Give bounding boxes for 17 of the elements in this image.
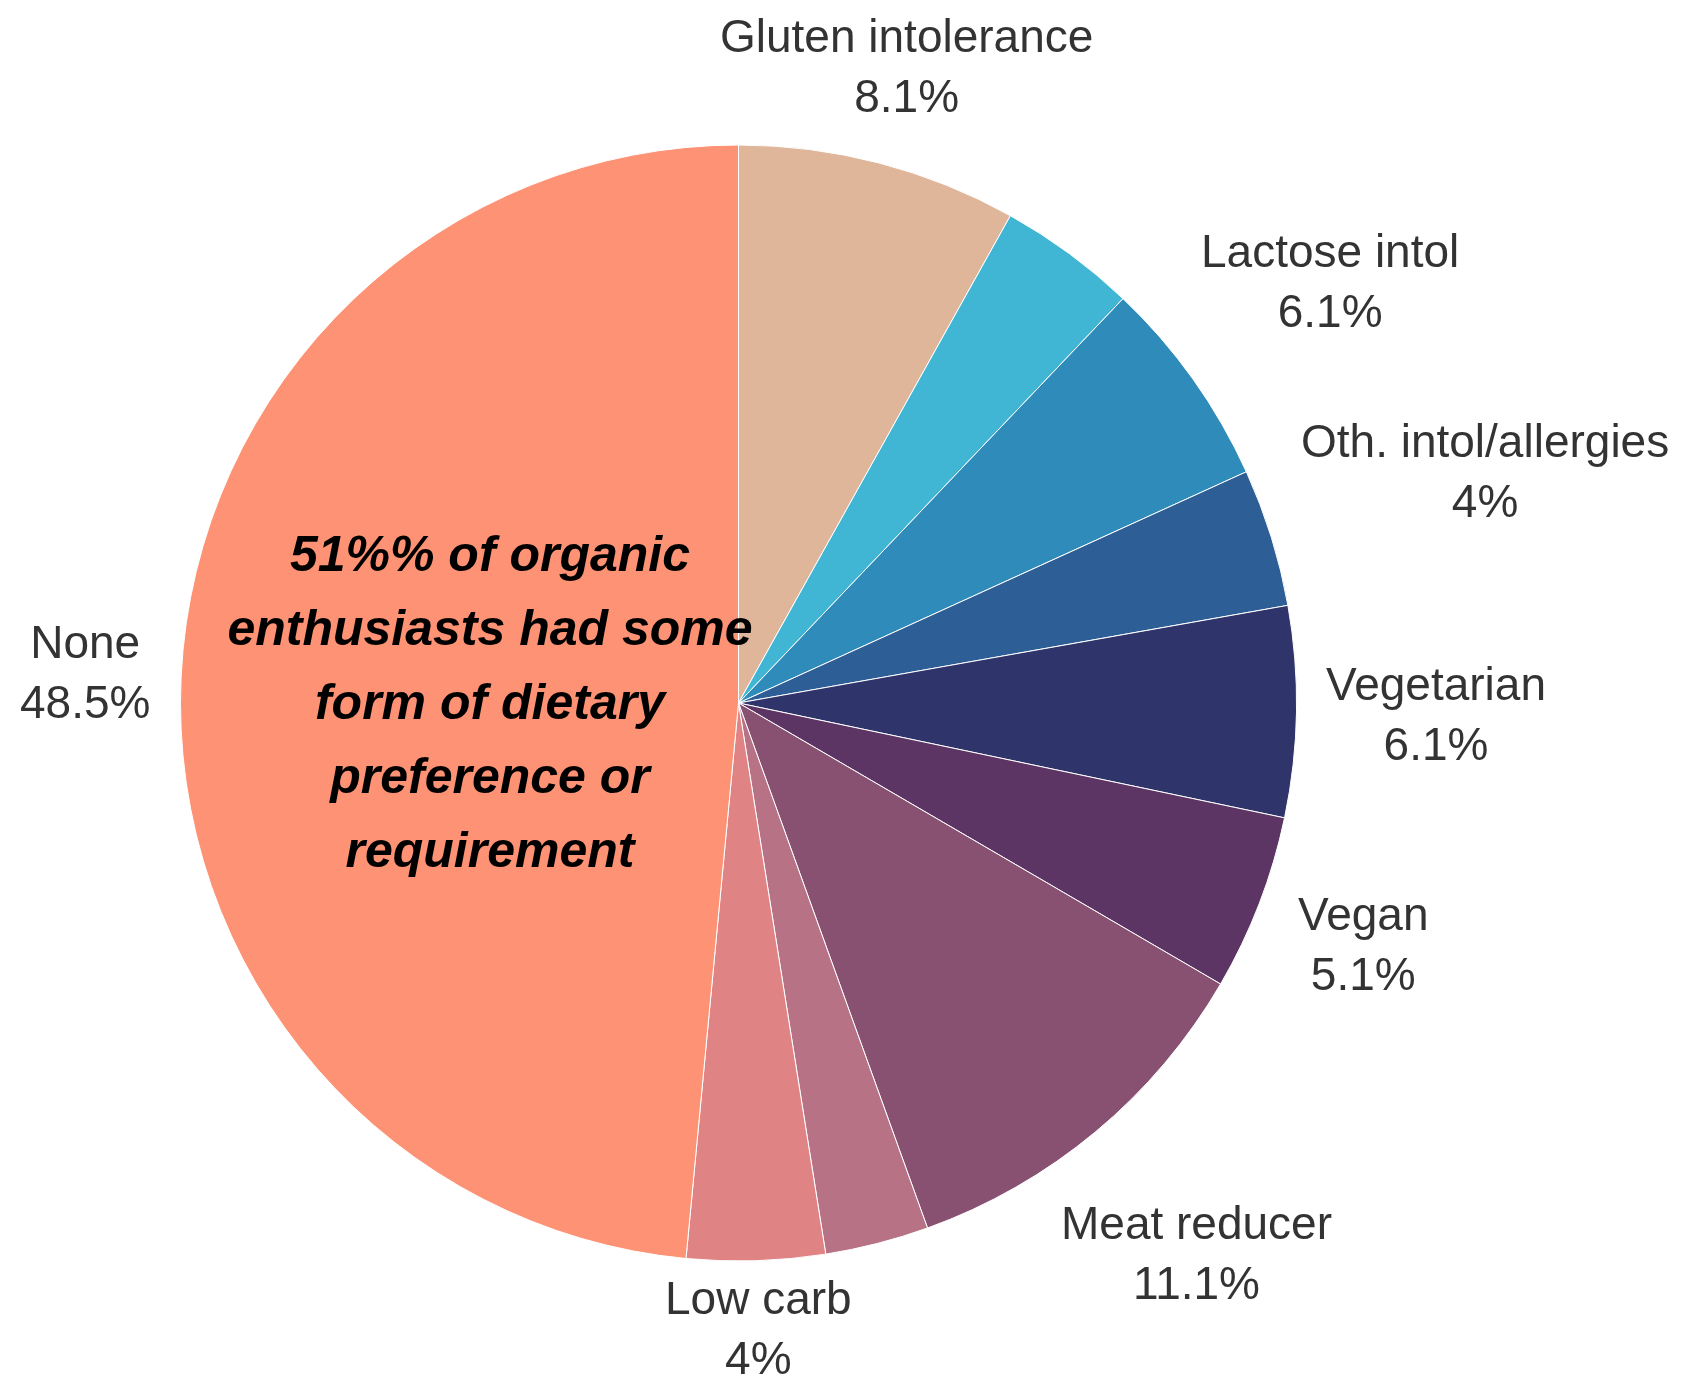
text: 51%% of organic enthusiasts had some form of dietary preference or requirement [226,525,754,880]
slice-label: None [30,616,141,668]
data-label: 4% [725,1331,792,1384]
data-label: 8.1% [854,69,960,122]
data-label: 48.5% [20,675,151,728]
slice-label: Gluten intolerance [720,10,1094,62]
slice-label: Oth. intol/allergies [1301,415,1670,467]
slice-label: Vegetarian [1326,658,1546,710]
data-label: 11.1% [1132,1256,1261,1309]
slice-label: Low carb [665,1272,852,1324]
slice-label: Lactose intol [1201,225,1460,277]
data-label: 4% [1451,474,1519,527]
data-label: 6.1% [1383,717,1489,770]
slice-label: Meat reducer [1061,1197,1333,1249]
slice-label: Vegan [1298,888,1429,940]
data-label: 5.1% [1310,947,1416,1000]
data-label: 6.1% [1277,284,1383,337]
